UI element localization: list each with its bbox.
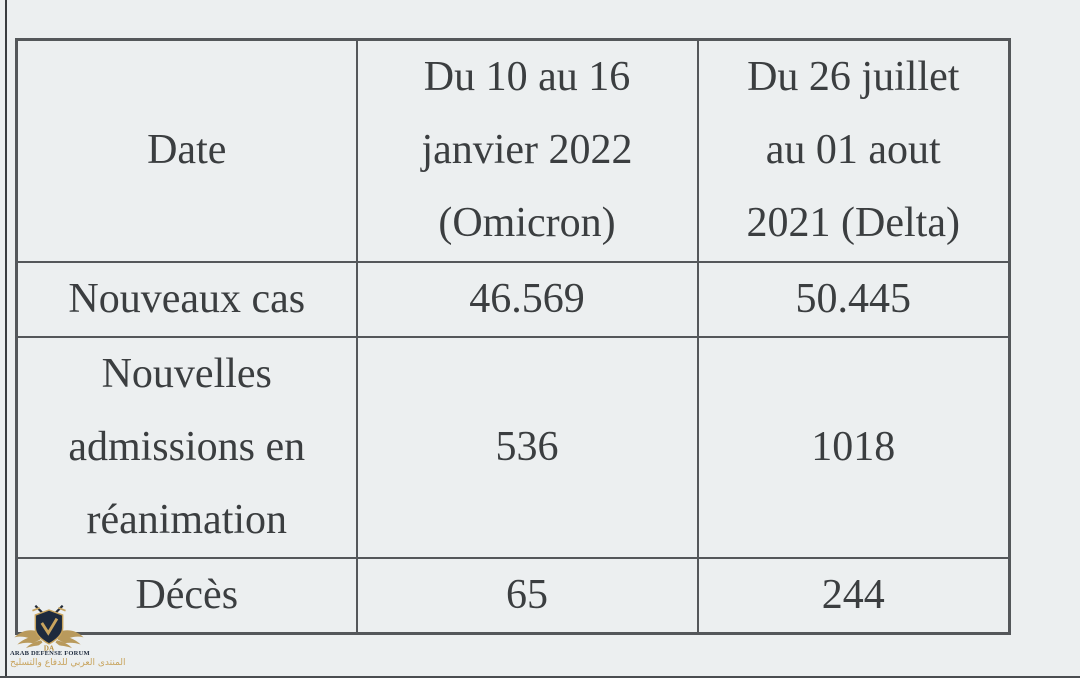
row-label-new-cases: Nouveaux cas [15,260,358,338]
table-header-row: Date Du 10 au 16 janvier 2022 (Omicron) … [15,38,1011,263]
cell-deaths-delta: 244 [696,556,1011,634]
cell-deaths-omicron: 65 [355,556,699,634]
cell-icu-delta: 1018 [696,335,1011,559]
header-omicron-period: Du 10 au 16 janvier 2022 (Omicron) [355,38,699,263]
covid-comparison-table: Date Du 10 au 16 janvier 2022 (Omicron) … [15,38,1011,635]
monogram-text: DA [44,644,55,652]
watermark-title: ARAB DEFENSE FORUM [10,650,90,657]
left-edge-line [5,0,7,678]
row-label-icu-admissions: Nouvelles admissions en réanimation [15,335,358,559]
table-row-new-cases: Nouveaux cas 46.569 50.445 [15,260,1011,338]
watermark-logo: DA ARAB DEFENSE FORUM المنتدى العربي للد… [10,604,126,668]
table-row-icu-admissions: Nouvelles admissions en réanimation 536 … [15,335,1011,559]
cell-icu-omicron: 536 [355,335,699,559]
header-delta-period: Du 26 juillet au 01 aout 2021 (Delta) [696,38,1011,263]
watermark-arabic-subtitle: المنتدى العربي للدفاع والتسليح [10,658,126,668]
table-row-deaths: Décès 65 244 [15,556,1011,634]
bottom-edge-line [0,676,1080,678]
cell-new-cases-delta: 50.445 [696,260,1011,338]
arab-defense-forum-emblem-icon: DA [14,604,84,652]
header-date: Date [15,38,358,263]
row-label-deaths: Décès [15,556,358,634]
cell-new-cases-omicron: 46.569 [355,260,699,338]
